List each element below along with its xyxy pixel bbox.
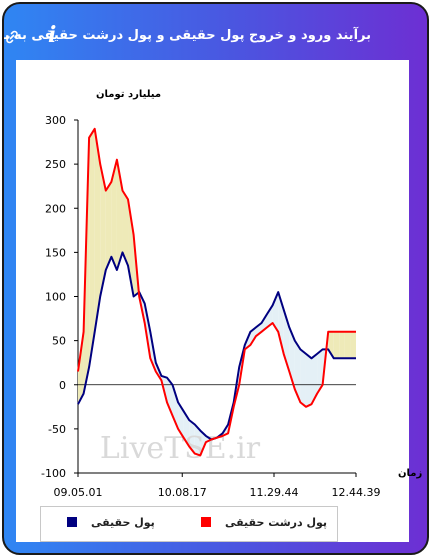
y-tick-label: 0 [59, 379, 66, 392]
legend-swatch-big-real [201, 517, 211, 527]
y-tick-label: 200 [45, 202, 66, 215]
legend-label-big-real: پول درشت حقیقی [225, 516, 328, 529]
fill-between-segment [189, 420, 195, 454]
x-tick-label: 11.29.44 [249, 486, 298, 499]
chart-panel [16, 60, 409, 542]
legend: پول حقیقی پول درشت حقیقی [40, 506, 338, 542]
watermark: LiveTSE.ir [100, 431, 261, 466]
series-line-big-real-money [77, 127, 356, 457]
series-line-real-money [77, 251, 356, 441]
fill-between-segment [194, 424, 201, 456]
fill-between-segment [122, 190, 129, 266]
fill-between-segment [255, 322, 262, 337]
fill-between-segment [178, 402, 184, 438]
fill-between-segment [78, 331, 84, 405]
fill-between-segment [111, 159, 117, 271]
x-tick-label: 12.44.39 [332, 486, 381, 499]
x-axis-label: زمان [398, 468, 422, 479]
link-icon[interactable] [4, 29, 20, 45]
legend-label-real: پول حقیقی [91, 516, 155, 529]
fill-between-segment [272, 292, 279, 332]
chart-title: برآیند ورود و خروج پول حقیقی و پول درشت … [2, 28, 371, 43]
fill-between-segment [166, 377, 173, 416]
card-header: i برآیند ورود و خروج پول حقیقی و پول درش… [4, 4, 427, 64]
fill-between-segment [333, 331, 340, 359]
y-tick-label: -50 [48, 423, 66, 436]
fill-between-segment [100, 164, 106, 297]
fill-between-segment [311, 353, 318, 405]
legend-swatch-real [67, 517, 77, 527]
fill-between-segment [350, 331, 356, 359]
y-tick-label: 100 [45, 291, 66, 304]
y-tick-label: -100 [41, 467, 66, 480]
fill-between-segment [305, 353, 312, 407]
fill-between-segment [94, 128, 101, 332]
y-tick-label: 250 [45, 158, 66, 171]
fill-between-segment [317, 349, 323, 394]
y-tick-label: 50 [52, 335, 66, 348]
y-axis-label: میلیارد تومان [96, 89, 161, 100]
fill-between-segment [294, 340, 301, 403]
info-icon[interactable]: i [48, 22, 57, 48]
fill-between-segment [89, 128, 95, 368]
fill-between-segment [200, 430, 206, 456]
y-tick-label: 150 [45, 246, 66, 259]
fill-between-segment [339, 331, 345, 359]
fill-between-segment [105, 181, 112, 271]
fill-between-segment [300, 349, 306, 407]
fill-between-segment [344, 331, 351, 359]
y-tick-label: 300 [45, 114, 66, 127]
fill-between-segment [183, 411, 190, 447]
x-tick-label: 10.08.17 [158, 486, 207, 499]
x-tick-label: 09.05.01 [54, 486, 103, 499]
fill-between-segment [267, 305, 273, 328]
